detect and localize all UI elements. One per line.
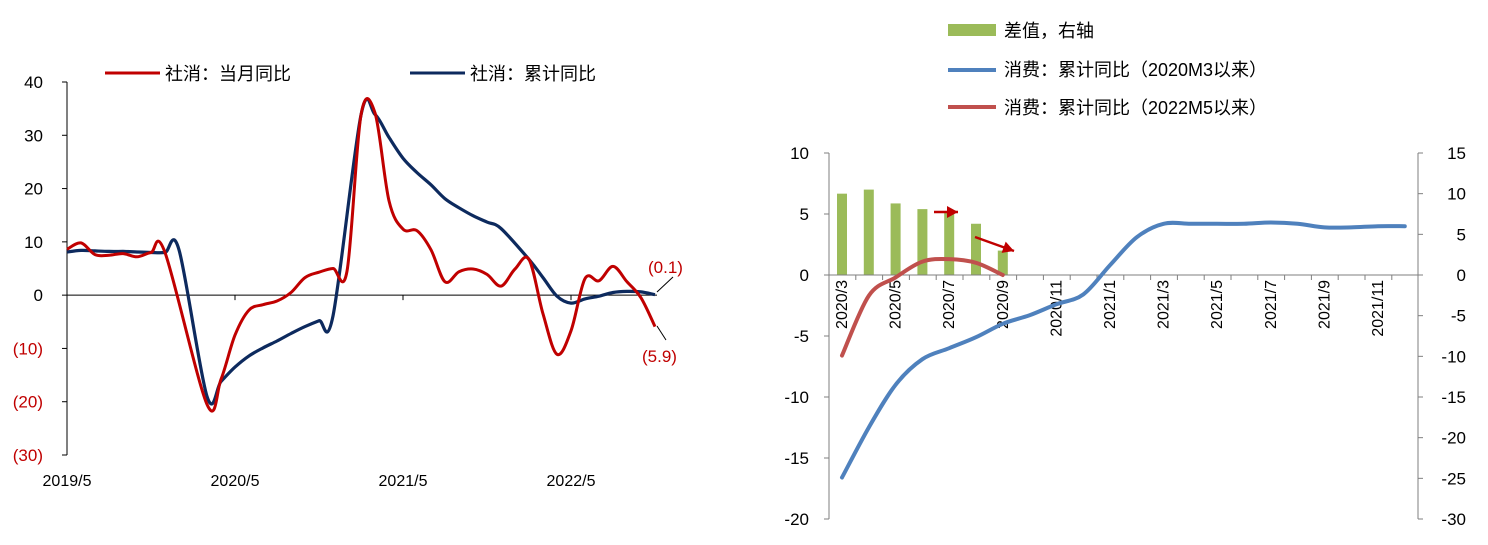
left-y-ticks: (30) (20) (10) 0 10 20 30 40: [13, 73, 67, 465]
right-series: [840, 220, 1407, 480]
right-bars: [837, 189, 1008, 275]
right-left-y-tick-label: -5: [794, 327, 809, 346]
left-chart: 社消：当月同比 社消：累计同比 (30) (20) (10) 0 10 20 30 40 20…: [13, 64, 683, 490]
right-right-y-tick-label: 5: [1457, 225, 1466, 244]
right-x-tick-label: 2021/11: [1370, 280, 1387, 337]
right-bar-diff: [944, 212, 955, 275]
left-series-line-cumulative: [66, 97, 656, 406]
left-y-tick-label: (20): [13, 393, 43, 412]
right-series-line-2022m5: [840, 256, 1005, 358]
right-left-y-tick-label: -10: [784, 388, 809, 407]
right-x-tick-label: 2020/11: [1048, 280, 1065, 337]
left-series: [66, 97, 657, 413]
right-left-y-tick-label: 10: [790, 144, 809, 163]
right-right-y-tick-label: -25: [1441, 469, 1466, 488]
annotation-leader-b: [656, 325, 667, 341]
left-axes: [66, 82, 657, 455]
left-y-tick-label: 40: [24, 73, 43, 92]
legend-label-r-2022: 消费：累计同比（2022M5以来）: [1004, 98, 1267, 118]
right-bar-diff: [890, 203, 901, 275]
right-x-ticks: 2020/3 2020/5 2020/7 2020/9 2020/11 2021/1 202…: [828, 275, 1393, 337]
right-legend: 差值，右轴 消费：累计同比（2020M3以来） 消费：累计同比（2022M5以来…: [948, 21, 1267, 118]
right-left-y-tick-label: -20: [784, 510, 809, 529]
left-y-tick-label: 20: [24, 180, 43, 199]
trend-arrow-1-head: [947, 206, 958, 218]
right-bar-diff: [917, 209, 928, 275]
left-annotations: (0.1) (5.9): [642, 258, 683, 366]
right-left-y-tick-label: 5: [800, 205, 809, 224]
right-x-tick-label: 2021/3: [1156, 280, 1173, 329]
left-y-tick-label: 0: [34, 286, 43, 305]
right-right-y-tick-label: 0: [1457, 266, 1466, 285]
right-left-y-tick-label: -15: [784, 449, 809, 468]
right-axes: [828, 153, 1419, 519]
annotation-monthly-value: (5.9): [642, 347, 677, 366]
right-right-y-tick-label: -30: [1441, 510, 1466, 529]
right-right-y-tick-label: 10: [1447, 185, 1466, 204]
right-right-y-tick-label: -10: [1441, 347, 1466, 366]
right-chart: 差值，右轴 消费：累计同比（2020M3以来） 消费：累计同比（2022M5以来…: [784, 21, 1466, 529]
legend-label-l-monthly: 社消：当月同比: [165, 64, 291, 84]
left-legend: 社消：当月同比 社消：累计同比: [105, 64, 596, 84]
right-x-tick-label: 2020/3: [834, 280, 851, 329]
left-y-tick-label: (30): [13, 446, 43, 465]
annotation-cumulative-value: (0.1): [648, 258, 683, 277]
right-bar-diff: [971, 223, 981, 275]
right-series-line-2020m3: [840, 220, 1407, 480]
right-x-tick-label: 2020/7: [941, 280, 958, 329]
right-x-tick-label: 2020/9: [995, 280, 1012, 329]
right-bar-diff: [997, 250, 1008, 275]
left-series-line-monthly: [66, 97, 657, 413]
left-y-tick-label: 10: [24, 233, 43, 252]
left-x-tick-label: 2022/5: [547, 473, 596, 490]
annotation-leader-a: [656, 276, 674, 293]
legend-label-r-2020: 消费：累计同比（2020M3以来）: [1004, 60, 1267, 80]
right-x-tick-label: 2021/5: [1209, 280, 1226, 329]
right-bar-diff: [837, 193, 847, 275]
right-arrows: [934, 206, 1015, 253]
right-x-tick-label: 2021/1: [1102, 280, 1119, 329]
right-x-tick-label: 2020/5: [888, 280, 905, 329]
right-right-y-tick-label: -15: [1441, 388, 1466, 407]
right-left-y-ticks: -20 -15 -10 -5 0 5 10: [784, 144, 829, 529]
right-right-y-tick-label: 15: [1447, 144, 1466, 163]
legend-label-l-cumulative: 社消：累计同比: [470, 64, 596, 84]
left-x-tick-label: 2021/5: [379, 473, 428, 490]
legend-swatch-r-diff: [948, 24, 996, 36]
right-right-y-ticks: -30 -25 -20 -15 -10 -5 0 5 10 15: [1418, 144, 1466, 529]
left-y-tick-label: (10): [13, 339, 43, 358]
right-x-tick-label: 2021/7: [1263, 280, 1280, 329]
left-x-ticks: 2019/5 2020/5 2021/5 2022/5: [43, 295, 596, 490]
right-x-tick-label: 2021/9: [1316, 280, 1333, 329]
trend-arrow-2-head: [1001, 241, 1014, 253]
left-x-tick-label: 2020/5: [211, 473, 260, 490]
right-left-y-tick-label: 0: [800, 266, 809, 285]
right-right-y-tick-label: -5: [1451, 307, 1466, 326]
legend-label-r-diff: 差值，右轴: [1004, 21, 1094, 41]
right-bar-diff: [863, 189, 874, 275]
left-y-tick-label: 30: [24, 126, 43, 145]
right-right-y-tick-label: -20: [1441, 429, 1466, 448]
left-x-tick-label: 2019/5: [43, 473, 92, 490]
